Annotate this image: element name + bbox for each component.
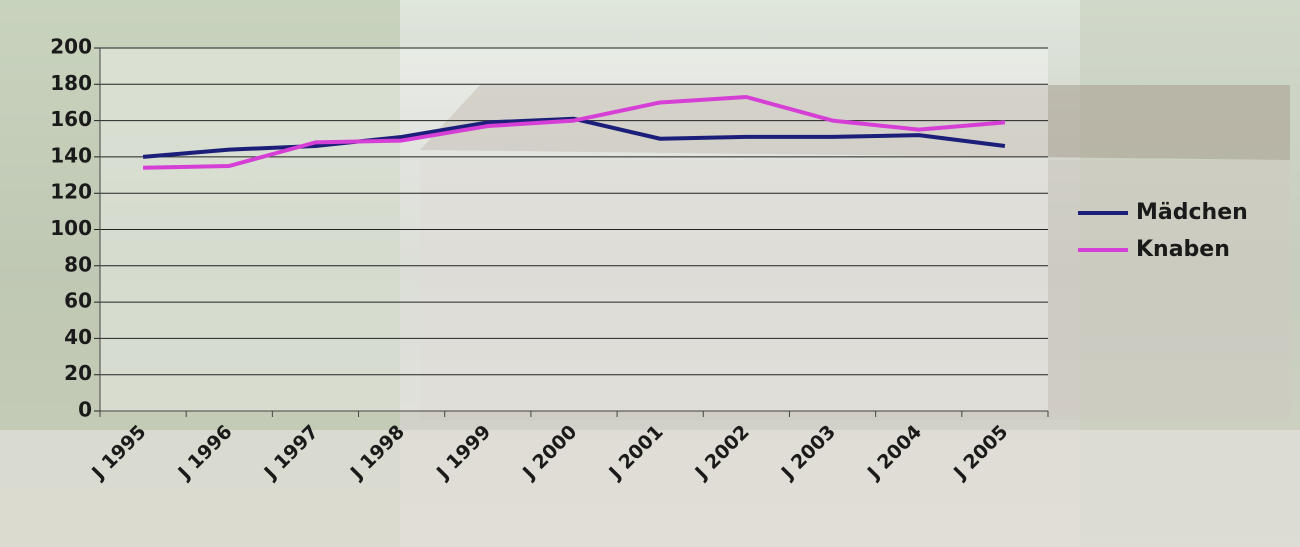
y-tick-label: 100 <box>50 216 92 240</box>
y-tick-label: 140 <box>50 143 92 167</box>
legend-label: Mädchen <box>1136 200 1248 225</box>
y-tick-label: 80 <box>64 252 92 276</box>
y-tick-label: 200 <box>50 35 92 59</box>
y-tick-label: 180 <box>50 71 92 95</box>
y-tick-label: 40 <box>64 325 92 349</box>
y-tick-label: 20 <box>64 361 92 385</box>
legend-label: Knaben <box>1136 237 1230 262</box>
y-tick-label: 0 <box>78 398 92 422</box>
y-tick-label: 60 <box>64 289 92 313</box>
chart: Mädchen Knaben 0 20 40 60 80 100 120 140 160 180 20… <box>0 0 1300 547</box>
y-tick-label: 120 <box>50 180 92 204</box>
page: Mädchen Knaben 0 20 40 60 80 100 120 140 160 180 20… <box>0 0 1300 547</box>
y-tick-label: 160 <box>50 107 92 131</box>
